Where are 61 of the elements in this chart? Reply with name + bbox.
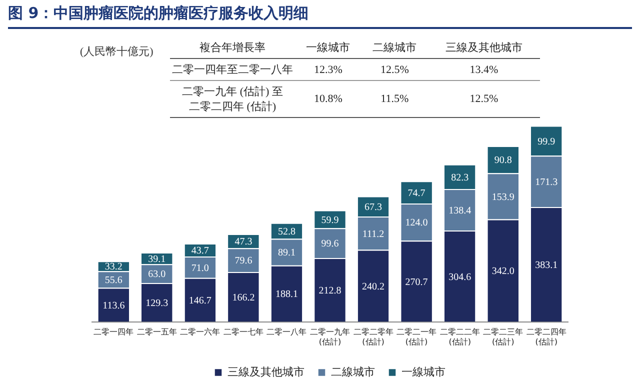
legend-label: 三線及其他城市 [227,365,304,378]
text: 13.4% [470,64,498,76]
data-label: 79.6 [234,256,252,267]
text: 10.8% [314,93,342,105]
data-label: 67.3 [364,202,382,214]
chart-title: 图 9：中国肿瘤医院的肿瘤医疗服务收入明细 [8,4,632,29]
data-label: 52.8 [278,226,296,238]
x-tick-label: 二零二一年 (估計) [396,328,437,346]
text: 二零一四年至二零一八年 [172,63,293,77]
data-label: 270.7 [405,276,428,288]
data-label: 342.0 [492,266,514,278]
data-label: 74.7 [408,188,426,199]
text: (人民幣十億元) [80,44,154,59]
data-label: 113.6 [102,300,125,312]
data-label: 89.1 [278,248,296,259]
data-label: 33.2 [104,262,122,273]
text: 三線及其他城市 [445,40,522,54]
data-label: 90.8 [494,155,512,166]
text: 二線城市 [372,40,417,54]
x-tick-label: 二零二四年 (估計) [526,328,566,346]
x-tick-label: 二零一五年 [136,328,177,337]
text: 二零一九年 (估計) 至二零二四年 (估計) [181,84,284,114]
text: 複合年增長率 [200,40,266,54]
data-label: 124.0 [405,218,428,229]
text: 12.5% [380,64,409,76]
data-label: 153.9 [492,192,514,203]
data-label: 146.7 [188,295,212,306]
data-label: 47.3 [234,236,252,248]
x-tick-label: 二零一四年 [94,328,134,337]
x-tick-label: 二零二零年 (估計) [353,328,394,346]
text: 12.3% [314,64,342,76]
data-label: 383.1 [535,260,558,272]
x-tick-label: 二零一七年 [223,328,264,337]
text: 12.5% [470,93,498,105]
data-label: 63.0 [148,269,166,280]
data-label: 240.2 [362,281,385,292]
legend-label: 二線城市 [330,365,375,378]
data-label: 82.3 [451,172,469,184]
data-label: 171.3 [535,176,558,188]
x-tick-label: 二零一九年 (估計) [310,328,350,346]
data-label: 304.6 [448,272,472,283]
data-label: 166.2 [232,292,255,304]
data-label: 59.9 [321,214,339,226]
x-tick-label: 二零一八年 [266,328,307,337]
data-label: 111.2 [362,228,384,240]
data-label: 55.6 [104,275,122,286]
data-label: 129.3 [146,298,168,310]
data-label: 99.9 [538,136,556,148]
x-tick-label: 二零二三年 (估計) [483,328,524,346]
text: 11.5% [380,93,409,105]
x-tick-label: 二零一六年 [180,328,220,337]
text: 一線城市 [306,40,350,54]
data-label: 71.0 [191,262,209,274]
legend-label: 一線城市 [401,365,446,378]
data-label: 99.6 [321,238,339,250]
data-label: 188.1 [275,289,298,300]
x-tick-label: 二零二二年 (估計) [440,328,480,346]
data-label: 43.7 [191,246,209,257]
data-label: 39.1 [148,254,166,265]
data-label: 138.4 [448,205,472,216]
data-label: 212.8 [318,286,342,297]
